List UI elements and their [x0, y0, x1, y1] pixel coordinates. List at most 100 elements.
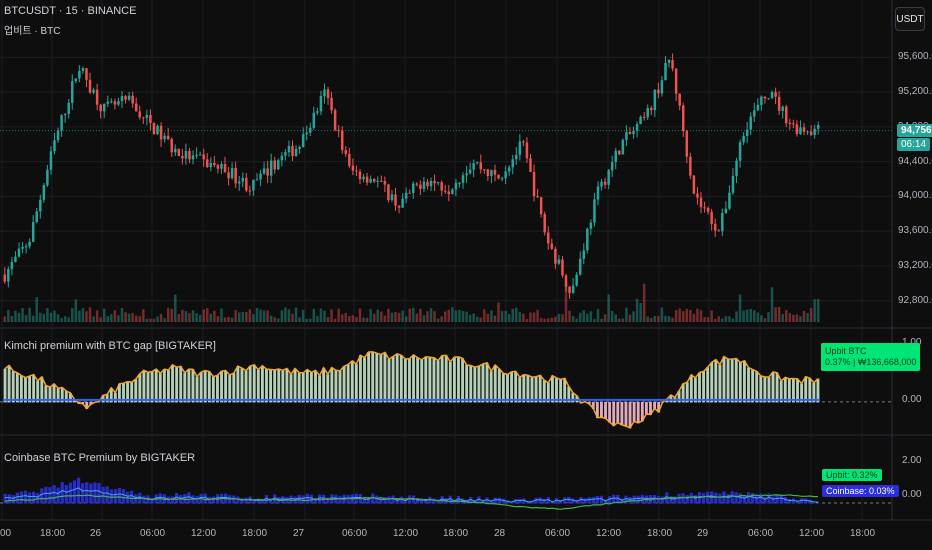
price-tick-label: 94,000.00 [898, 190, 932, 202]
volume-bar [536, 309, 539, 322]
candle-body [770, 91, 774, 99]
kimchi-bar [322, 367, 326, 403]
kimchi-bar [171, 364, 174, 403]
coinbase-bar [599, 495, 604, 504]
volume-bar [529, 312, 532, 322]
kimchi-bar [530, 377, 534, 403]
currency-button[interactable]: USDT [895, 7, 925, 31]
candle-body [571, 285, 575, 294]
volume-bar [799, 316, 802, 322]
candle-body [120, 96, 124, 102]
kimchi-bar [334, 370, 338, 403]
kimchi-bar [56, 388, 60, 403]
coinbase-bar [522, 498, 526, 504]
candle-body [539, 197, 543, 215]
volume-bar [419, 308, 422, 322]
coinbase-bar [289, 495, 293, 504]
kimchi-bar [808, 378, 812, 403]
candle-body [56, 130, 60, 141]
kimchi-bar [195, 376, 199, 403]
volume-bar [479, 317, 483, 322]
kimchi-bar [767, 377, 771, 403]
coinbase-bar [673, 496, 677, 504]
coinbase-bar [85, 482, 89, 504]
volume-bar [721, 318, 724, 322]
volume-bar [575, 318, 578, 322]
candle-body [465, 173, 468, 176]
volume-bar [653, 316, 657, 322]
candle-body [46, 169, 49, 186]
coinbase-bar [808, 499, 812, 504]
coinbase-bar [456, 495, 461, 504]
kimchi-bar [109, 387, 113, 403]
candle-body [10, 261, 14, 270]
kimchi-bar [501, 373, 505, 403]
kimchi-bar [207, 371, 211, 403]
candle-body [635, 124, 639, 131]
kimchi-bar [85, 401, 89, 409]
volume-bar [696, 308, 699, 322]
kimchi-bar [346, 364, 350, 403]
candle-body [170, 138, 173, 153]
volume-bar [422, 315, 426, 322]
kimchi-bar [420, 359, 424, 403]
kimchi-bar [657, 401, 661, 413]
candle-body [575, 274, 578, 286]
volume-bar [280, 310, 284, 322]
candle-body [273, 160, 276, 170]
kimchi-bar [162, 369, 166, 403]
kimchi-bar [48, 387, 52, 403]
coinbase-bar [628, 496, 632, 504]
volume-bar [326, 317, 330, 322]
kimchi-bar [403, 359, 407, 403]
volume-bar [191, 310, 195, 322]
candle-body [543, 214, 546, 233]
coinbase-bar [101, 486, 105, 504]
coinbase-bar [746, 492, 751, 504]
kimchi-upbit-label: Upbit BTC 0.37% | ₩136,668,000 [821, 343, 921, 371]
coinbase-bar [575, 499, 579, 504]
coinbase-bar [689, 492, 693, 504]
kimchi-bar [632, 401, 636, 422]
candle-body [632, 130, 635, 135]
volume-bar [134, 315, 138, 322]
candle-body [369, 178, 372, 183]
volume-bar [610, 310, 614, 322]
candle-body [721, 212, 724, 232]
volume-bar [728, 316, 731, 322]
kimchi-bar [542, 380, 546, 403]
coinbase-bar [338, 495, 342, 504]
coinbase-bar [591, 496, 595, 504]
candle-body [191, 155, 195, 160]
kimchi-bar [293, 368, 297, 403]
volume-bar [63, 316, 67, 322]
candle-body [223, 164, 227, 173]
time-tick-label: 18:00 [850, 528, 876, 539]
volume-bar [788, 313, 792, 322]
kimchi-bar [473, 367, 477, 403]
volume-bar [138, 316, 142, 322]
candle-body [269, 160, 273, 176]
time-tick-label: 06:00 [545, 528, 571, 539]
candle-body [358, 171, 362, 180]
kimchi-bar [277, 368, 281, 403]
kimchi-bar [440, 355, 444, 403]
kimchi-bar [436, 360, 440, 403]
volume-bar [337, 308, 340, 322]
kimchi-bar [354, 364, 358, 403]
coinbase-bar [767, 493, 771, 504]
kimchi-bar [604, 401, 607, 419]
volume-bar [404, 316, 408, 322]
volume-bar [223, 317, 227, 322]
coinbase-bar [489, 500, 493, 504]
kimchi-bar [359, 355, 362, 403]
volume-bar [376, 309, 379, 322]
volume-bar [493, 315, 497, 322]
candle-body [188, 151, 191, 160]
volume-bar [756, 312, 760, 322]
coinbase-tick-0: 0.00 [902, 489, 922, 500]
candle-body [412, 183, 415, 193]
kimchi-bar [7, 365, 11, 403]
kimchi-bar [792, 378, 795, 403]
